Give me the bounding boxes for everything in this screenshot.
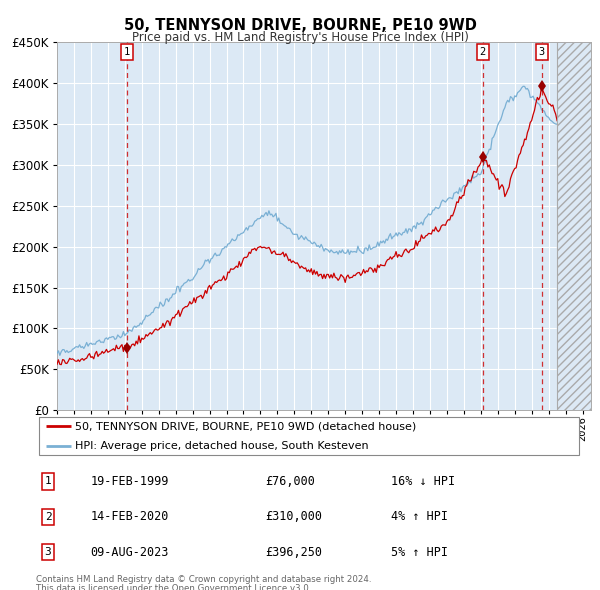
Text: 1: 1	[44, 477, 52, 486]
Text: 50, TENNYSON DRIVE, BOURNE, PE10 9WD: 50, TENNYSON DRIVE, BOURNE, PE10 9WD	[124, 18, 476, 32]
Text: 16% ↓ HPI: 16% ↓ HPI	[391, 475, 455, 488]
Text: This data is licensed under the Open Government Licence v3.0.: This data is licensed under the Open Gov…	[36, 584, 311, 590]
FancyBboxPatch shape	[39, 417, 579, 455]
Text: 19-FEB-1999: 19-FEB-1999	[91, 475, 169, 488]
Bar	[557, 42, 591, 410]
Text: 2: 2	[480, 47, 486, 57]
Text: 2: 2	[44, 512, 52, 522]
Text: 09-AUG-2023: 09-AUG-2023	[91, 546, 169, 559]
Text: 3: 3	[44, 548, 52, 557]
Text: 1: 1	[124, 47, 130, 57]
Text: 3: 3	[539, 47, 545, 57]
Bar	[557, 42, 591, 410]
Text: £310,000: £310,000	[265, 510, 322, 523]
Text: £396,250: £396,250	[265, 546, 322, 559]
Text: 50, TENNYSON DRIVE, BOURNE, PE10 9WD (detached house): 50, TENNYSON DRIVE, BOURNE, PE10 9WD (de…	[76, 421, 416, 431]
Text: 4% ↑ HPI: 4% ↑ HPI	[391, 510, 448, 523]
Text: £76,000: £76,000	[265, 475, 315, 488]
Text: HPI: Average price, detached house, South Kesteven: HPI: Average price, detached house, Sout…	[76, 441, 369, 451]
Text: Price paid vs. HM Land Registry's House Price Index (HPI): Price paid vs. HM Land Registry's House …	[131, 31, 469, 44]
Text: 5% ↑ HPI: 5% ↑ HPI	[391, 546, 448, 559]
Text: Contains HM Land Registry data © Crown copyright and database right 2024.: Contains HM Land Registry data © Crown c…	[36, 575, 371, 584]
Text: 14-FEB-2020: 14-FEB-2020	[91, 510, 169, 523]
